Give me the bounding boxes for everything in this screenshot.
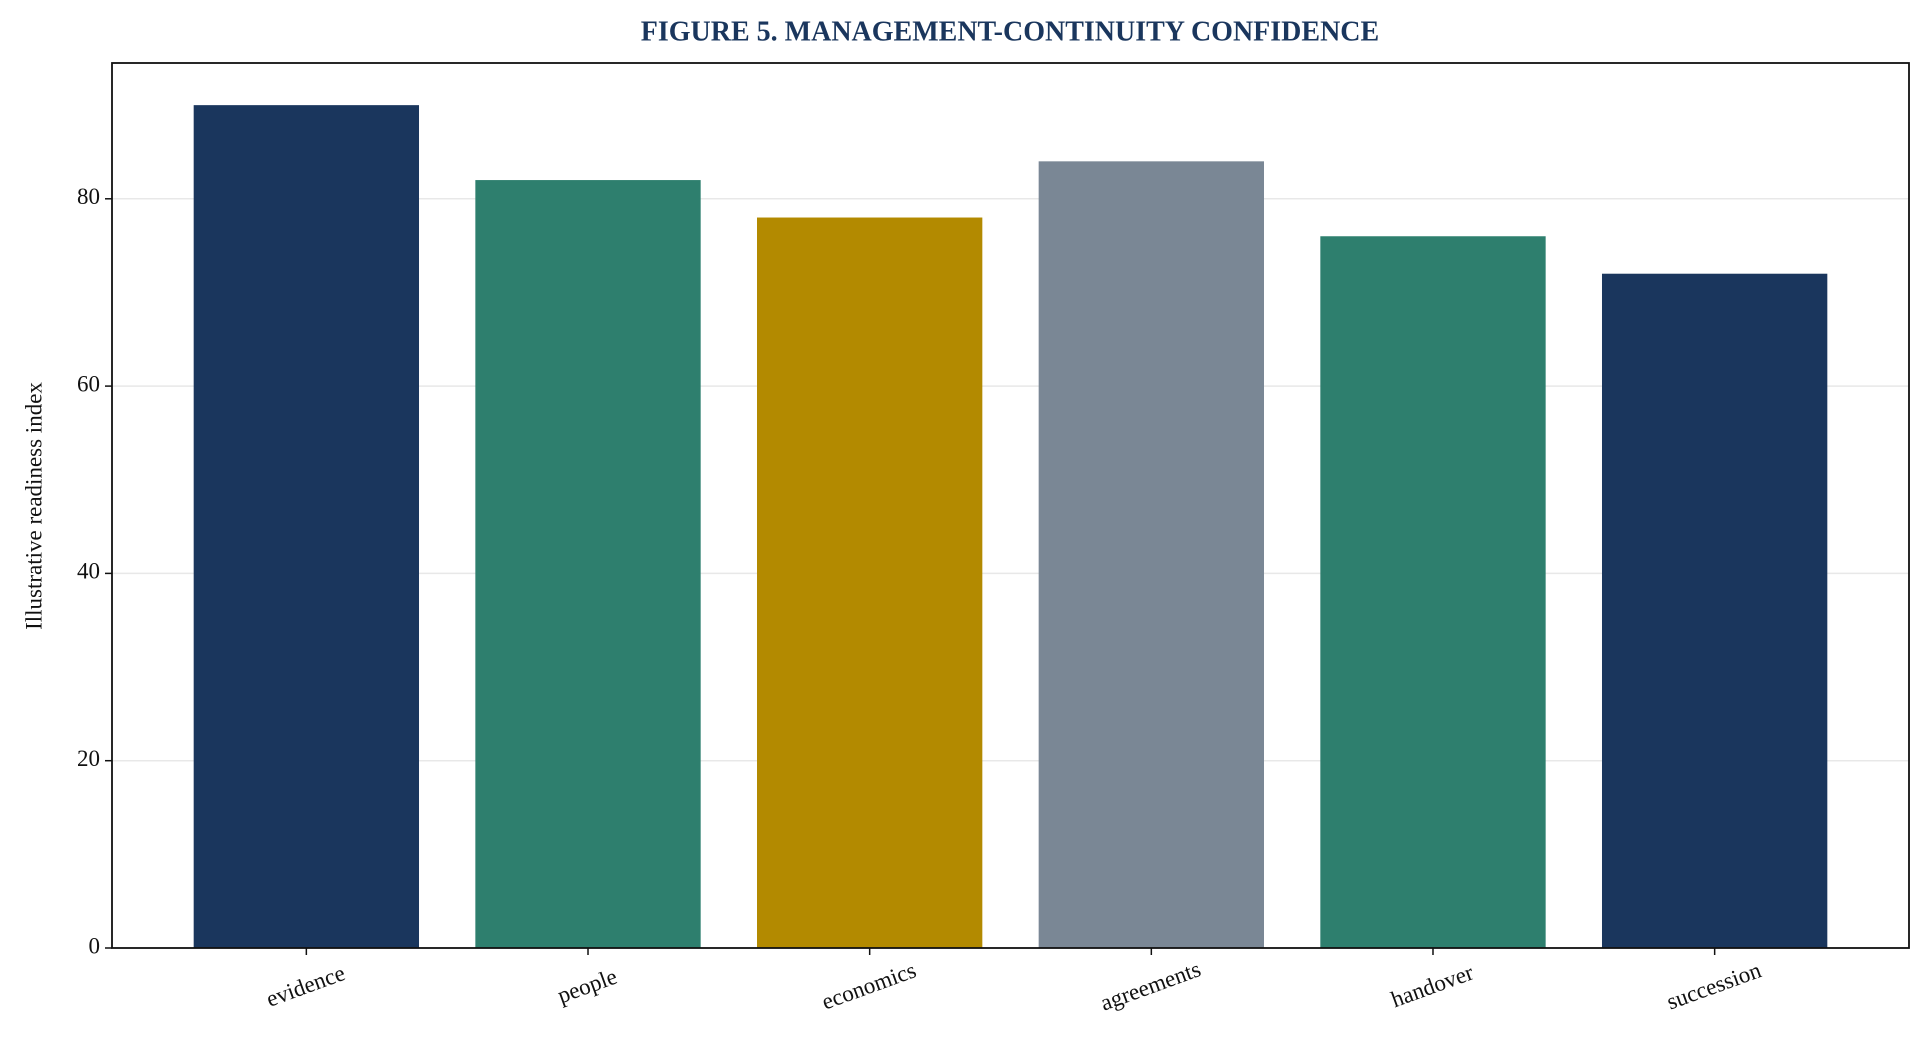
bar [757,217,983,948]
bar [1601,273,1828,948]
y-tick-label: 0 [89,933,101,958]
x-tick-label: people [554,964,620,1008]
x-tick-label: succession [1663,957,1764,1014]
plot-frame [111,62,1910,949]
chart-title: FIGURE 5. MANAGEMENT-CONTINUITY CONFIDEN… [641,16,1379,47]
bar [475,180,701,949]
bar [193,105,420,948]
y-tick-label: 40 [77,559,100,584]
bar [1038,161,1264,949]
x-tick-label: handover [1388,959,1477,1012]
y-axis-label: Illustrative readiness index [21,382,46,630]
x-tick-label: evidence [263,960,348,1011]
y-tick-label: 20 [77,746,100,771]
y-tick-label: 80 [77,184,100,209]
y-tick-label: 60 [77,371,100,396]
bar [1320,236,1546,948]
x-tick-label: economics [818,957,919,1014]
x-tick-label: agreements [1097,956,1204,1015]
